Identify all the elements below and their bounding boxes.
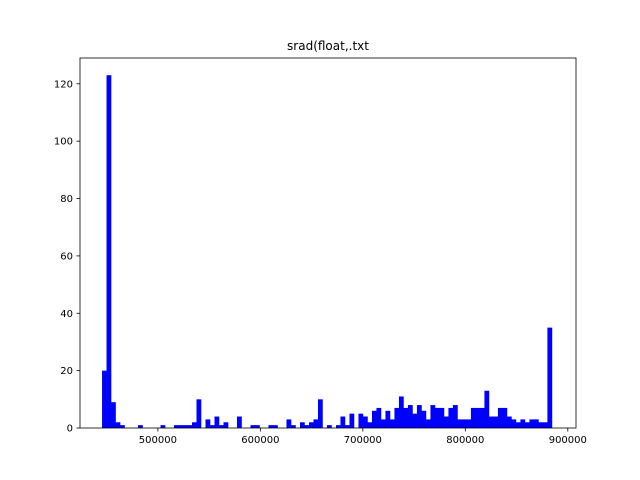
histogram-bar (457, 419, 463, 428)
y-tick-label: 80 (60, 194, 73, 205)
histogram-bar (106, 75, 112, 429)
histogram-bar (461, 419, 467, 428)
histogram-bar (178, 425, 184, 428)
histogram-bar (138, 425, 143, 428)
histogram-bar (538, 422, 544, 428)
histogram-bar (268, 425, 274, 428)
histogram-bar (272, 425, 278, 428)
histogram-bar (254, 425, 260, 428)
histogram-bar (160, 425, 166, 428)
histogram-bar (425, 419, 431, 428)
histogram-bar (340, 416, 346, 428)
histogram-bar (439, 407, 445, 428)
histogram-bar (349, 413, 355, 428)
y-tick-label: 100 (54, 137, 73, 148)
bars-group (102, 75, 553, 429)
histogram-bar (434, 407, 440, 428)
x-tick-label: 600000 (241, 435, 279, 446)
histogram-bar (304, 425, 310, 428)
histogram-bar (484, 390, 490, 428)
histogram-bar (533, 419, 539, 428)
histogram-bar (479, 407, 485, 428)
histogram-bar (421, 410, 427, 428)
histogram-bar (466, 419, 472, 428)
histogram-bar (412, 413, 418, 428)
histogram-bar (448, 407, 454, 428)
histogram-bar (308, 422, 314, 428)
histogram-bar (196, 399, 202, 428)
histogram-bar (371, 410, 377, 428)
x-tick-label: 500000 (139, 435, 177, 446)
histogram-bar (497, 407, 503, 428)
histogram-bar (299, 422, 305, 428)
histogram-bar (210, 425, 215, 428)
histogram-bar (344, 425, 350, 428)
histogram-bar (115, 422, 121, 428)
histogram-bar (493, 416, 499, 428)
histogram-bar (120, 425, 125, 428)
histogram-bar (389, 419, 395, 428)
histogram-bar (407, 405, 413, 428)
histogram-bar (511, 419, 517, 428)
histogram-bar (236, 416, 242, 428)
x-tick-label: 900000 (549, 435, 587, 446)
histogram-bar (223, 422, 229, 428)
histogram-bar (380, 419, 386, 428)
x-tick-label: 800000 (446, 435, 484, 446)
histogram-bar (403, 407, 409, 428)
x-axis: 500000 600000 700000 800000 900000 (139, 428, 587, 446)
histogram-bar (506, 416, 512, 428)
histogram-bar (488, 416, 494, 428)
y-tick-label: 0 (67, 424, 73, 435)
y-tick-label: 20 (60, 366, 73, 377)
plot-frame (79, 57, 577, 429)
histogram-bar (192, 422, 197, 428)
chart-title: srad(float,.txt (287, 39, 369, 53)
x-tick-label: 700000 (344, 435, 382, 446)
histogram-bar (385, 410, 391, 428)
histogram-bar (111, 402, 116, 428)
histogram-bar (524, 422, 530, 428)
histogram-bar (430, 405, 436, 428)
histogram-bar (219, 425, 224, 428)
histogram-bar (367, 422, 373, 428)
histogram-bar (416, 405, 422, 428)
histogram-bar (470, 407, 476, 428)
histogram-bar (542, 422, 548, 428)
histogram-bar (547, 327, 553, 428)
histogram-bar (174, 425, 179, 428)
histogram-bar (250, 425, 256, 428)
histogram-bar (102, 370, 107, 428)
y-axis: 0 20 40 60 80 100 120 (54, 79, 80, 435)
histogram-bar (394, 407, 400, 428)
histogram-bar (529, 419, 535, 428)
histogram-bar (290, 425, 296, 428)
histogram-bar (376, 407, 382, 428)
histogram-bar (326, 425, 332, 428)
histogram-bar (205, 419, 211, 428)
histogram-bar (515, 422, 521, 428)
histogram-bar (183, 425, 188, 428)
histogram-bar (317, 399, 323, 428)
y-tick-label: 60 (60, 251, 73, 262)
y-tick-label: 40 (60, 309, 73, 320)
histogram-bar (286, 419, 292, 428)
histogram-bar (313, 419, 319, 428)
histogram-bar (520, 419, 526, 428)
histogram-bar (475, 407, 481, 428)
y-tick-label: 120 (54, 79, 73, 90)
histogram-bar (187, 425, 193, 428)
histogram-bar (362, 416, 368, 428)
histogram-bar (358, 413, 364, 428)
histogram-bar (335, 425, 341, 428)
histogram-bar (398, 396, 404, 428)
histogram-bar (443, 416, 449, 428)
histogram-bar (502, 407, 508, 428)
histogram-bar (214, 416, 220, 428)
histogram-bar (452, 405, 458, 428)
